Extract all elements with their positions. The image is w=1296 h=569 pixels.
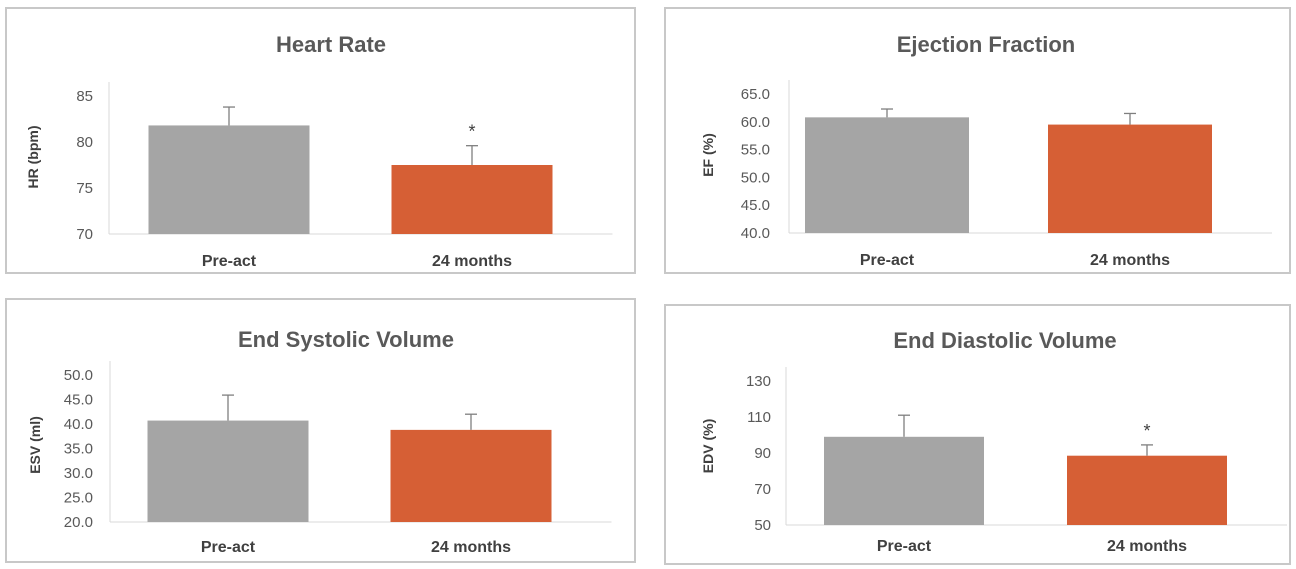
chart-title: Heart Rate	[276, 32, 386, 57]
y-axis-label: ESV (ml)	[27, 416, 43, 474]
bar-24-months	[390, 429, 552, 522]
chart-title: Ejection Fraction	[897, 32, 1075, 57]
x-category-label: 24 months	[1090, 252, 1170, 269]
chart-title: End Systolic Volume	[238, 327, 454, 352]
y-tick-label: 50.0	[64, 367, 93, 384]
x-category-label: 24 months	[432, 253, 512, 270]
y-tick-label: 40.0	[64, 416, 93, 433]
x-category-label: 24 months	[431, 539, 511, 556]
ejection-fraction-chart-svg: Ejection Fraction EF (%) 40.0 45.0 50.0 55.…	[700, 32, 1272, 269]
end-diastolic-volume-chart-svg: End Diastolic Volume EDV (%) 50 70 90 110 13…	[700, 328, 1287, 555]
bar-pre-act	[805, 117, 969, 233]
heart-rate-plot-area: 70 75 80 85 Pre-act * 24 months	[76, 82, 613, 270]
y-axis-label: EF (%)	[700, 133, 716, 177]
end-systolic-volume-chart: End Systolic Volume ESV (ml) 20.0 25.0 30.…	[5, 298, 636, 563]
y-tick-label: 60.0	[741, 114, 770, 131]
end-diastolic-volume-plot-area: 50 70 90 110 130 Pre-act * 24 months	[746, 367, 1287, 555]
y-tick-label: 25.0	[64, 490, 93, 507]
y-tick-label: 45.0	[741, 197, 770, 214]
y-tick-label: 40.0	[741, 225, 770, 242]
y-tick-label: 30.0	[64, 465, 93, 482]
x-category-label: Pre-act	[202, 253, 257, 270]
ejection-fraction-chart: Ejection Fraction EF (%) 40.0 45.0 50.0 55.…	[664, 7, 1291, 274]
significance-marker: *	[1143, 421, 1150, 441]
y-axis-label: HR (bpm)	[25, 126, 41, 189]
bar-pre-act	[147, 420, 309, 522]
y-tick-label: 20.0	[64, 514, 93, 531]
end-systolic-volume-chart-svg: End Systolic Volume ESV (ml) 20.0 25.0 30.…	[27, 327, 612, 556]
chart-title: End Diastolic Volume	[893, 328, 1116, 353]
end-systolic-volume-plot-area: 20.0 25.0 30.0 35.0 40.0 45.0 50.0 Pre-act 24 mo…	[64, 361, 612, 556]
y-tick-label: 110	[747, 409, 771, 426]
y-tick-label: 50.0	[741, 169, 770, 186]
y-tick-label: 55.0	[741, 142, 770, 159]
y-tick-label: 90	[754, 445, 771, 462]
significance-marker: *	[468, 122, 475, 142]
bar-pre-act	[824, 436, 984, 525]
y-tick-label: 75	[76, 180, 93, 197]
y-tick-label: 45.0	[64, 392, 93, 409]
heart-rate-chart-svg: Heart Rate HR (bpm) 70 75 80 85 Pre-act * 24 m…	[25, 32, 613, 270]
bar-pre-act	[148, 125, 310, 234]
y-tick-label: 130	[746, 373, 771, 390]
bar-24-months	[391, 165, 553, 234]
y-axis-label: EDV (%)	[700, 419, 716, 473]
y-tick-label: 80	[76, 134, 93, 151]
heart-rate-chart: Heart Rate HR (bpm) 70 75 80 85 Pre-act * 24 m…	[5, 7, 636, 274]
ejection-fraction-plot-area: 40.0 45.0 50.0 55.0 60.0 65.0 Pre-act 24 months	[741, 80, 1272, 269]
x-category-label: Pre-act	[860, 252, 915, 269]
y-tick-label: 85	[76, 88, 93, 105]
x-category-label: Pre-act	[201, 539, 256, 556]
x-category-label: 24 months	[1107, 538, 1187, 555]
end-diastolic-volume-chart: End Diastolic Volume EDV (%) 50 70 90 110 13…	[664, 304, 1291, 565]
y-tick-label: 35.0	[64, 441, 93, 458]
y-tick-label: 70	[754, 481, 771, 498]
bar-24-months	[1067, 455, 1227, 525]
y-tick-label: 65.0	[741, 86, 770, 103]
bar-24-months	[1048, 124, 1212, 233]
y-tick-label: 50	[754, 517, 771, 534]
y-tick-label: 70	[76, 226, 93, 243]
x-category-label: Pre-act	[877, 538, 932, 555]
